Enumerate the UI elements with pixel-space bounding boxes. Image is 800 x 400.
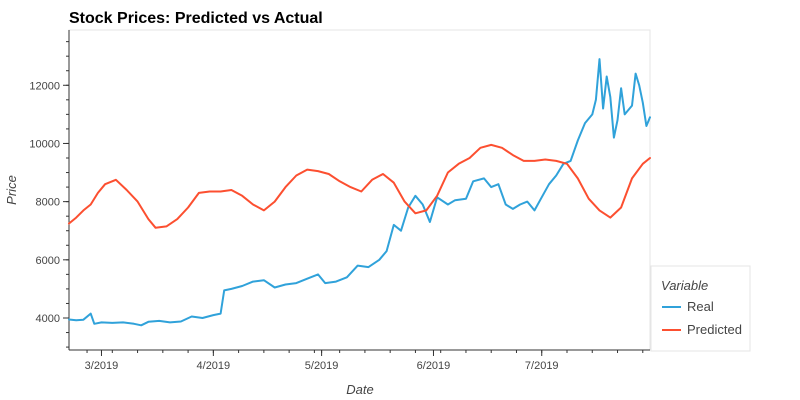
y-tick-label: 4000 bbox=[36, 313, 60, 325]
legend: Variable Real Predicted bbox=[650, 265, 751, 352]
y-axis: 4000 6000 8000 10000 12000 bbox=[29, 30, 70, 350]
y-tick-label: 8000 bbox=[36, 197, 60, 209]
series-layer bbox=[68, 58, 651, 327]
y-tick-label: 6000 bbox=[36, 255, 60, 267]
x-tick-label: 5/2019 bbox=[305, 360, 339, 372]
series-line-real bbox=[68, 58, 651, 327]
x-axis: 3/2019 4/2019 5/2019 6/2019 7/2019 bbox=[69, 349, 650, 372]
x-tick-label: 6/2019 bbox=[417, 360, 451, 372]
x-tick-label: 3/2019 bbox=[85, 360, 119, 372]
x-tick-label: 4/2019 bbox=[197, 360, 231, 372]
x-tick-label: 7/2019 bbox=[525, 360, 559, 372]
y-tick-label: 12000 bbox=[29, 80, 60, 92]
y-tick-label: 10000 bbox=[29, 138, 60, 150]
legend-box bbox=[650, 265, 751, 352]
y-axis-label: Price bbox=[4, 175, 19, 205]
chart-title: Stock Prices: Predicted vs Actual bbox=[69, 10, 323, 27]
legend-title: Variable bbox=[661, 278, 708, 293]
legend-label-predicted: Predicted bbox=[687, 322, 742, 337]
legend-label-real: Real bbox=[687, 299, 714, 314]
x-axis-label: Date bbox=[346, 382, 373, 397]
series-line-predicted bbox=[68, 143, 651, 229]
